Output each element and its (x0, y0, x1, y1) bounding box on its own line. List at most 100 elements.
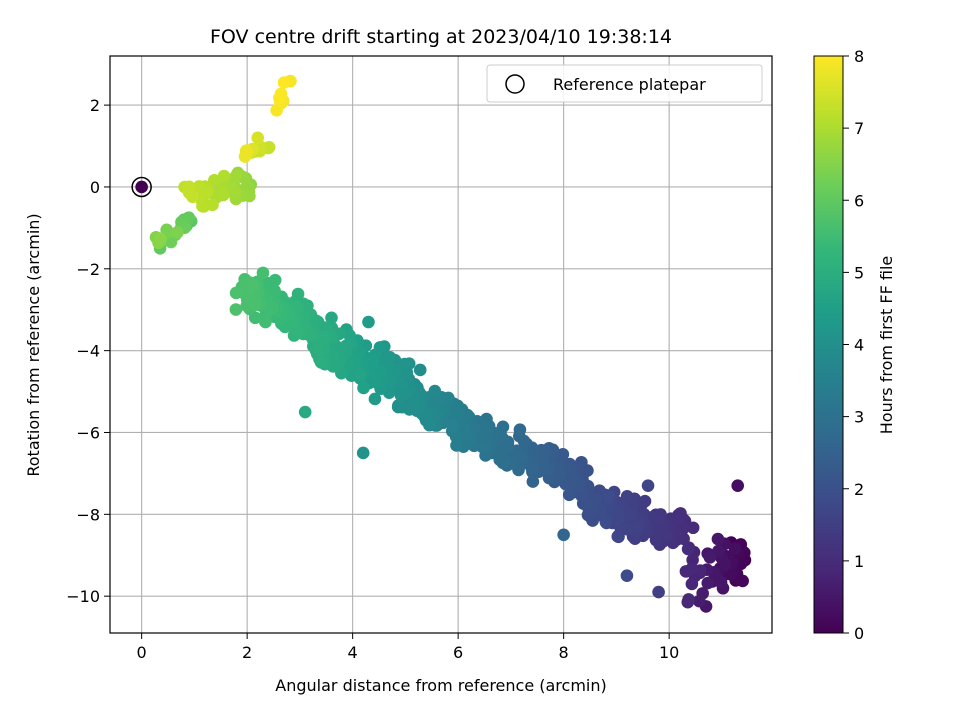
legend-reference-marker-icon (505, 74, 525, 94)
scatter-point (562, 488, 576, 502)
scatter-point (631, 521, 644, 534)
scatter-point (475, 440, 489, 454)
scatter-point (298, 405, 312, 419)
scatter-point (353, 367, 367, 381)
x-axis-label: Angular distance from reference (arcmin) (275, 676, 606, 695)
scatter-point (505, 457, 519, 470)
x-tick-label: 8 (559, 643, 569, 662)
scatter-point (723, 567, 737, 581)
scatter-point (476, 429, 490, 442)
x-tick-label: 10 (659, 643, 679, 662)
scatter-point (356, 446, 370, 460)
scatter-point (229, 303, 243, 316)
scatter-point (229, 286, 243, 300)
scatter-point (334, 341, 348, 355)
scatter-point (517, 434, 531, 448)
scatter-point (557, 528, 570, 542)
scatter-point (446, 419, 460, 433)
scatter-point (526, 475, 540, 488)
scatter-point (513, 423, 527, 436)
x-tick-label: 0 (137, 643, 147, 662)
scatter-point (679, 565, 693, 578)
scatter-point (266, 302, 279, 315)
colorbar-gradient (814, 56, 843, 633)
scatter-point (428, 384, 442, 398)
scatter-point (542, 471, 556, 485)
colorbar-tick-label: 5 (854, 263, 864, 282)
scatter-point (312, 343, 326, 356)
colorbar: 0 1 2 3 4 5 6 7 8 Hours from first FF file (813, 47, 896, 643)
y-axis-ticks: 2 0 −2 −4 −6 −8 −10 (66, 96, 110, 606)
scatter-point (229, 169, 243, 183)
scatter-point (216, 187, 229, 201)
scatter-point (701, 576, 715, 590)
legend: Reference platepar (486, 64, 763, 103)
scatter-point (246, 279, 260, 293)
scatter-point (371, 375, 384, 388)
chart-title: FOV centre drift starting at 2023/04/10 … (210, 26, 672, 48)
scatter-point (325, 311, 338, 325)
scatter-point (273, 91, 286, 105)
y-tick-label: 2 (90, 96, 100, 115)
y-tick-label: −10 (66, 587, 100, 606)
y-tick-label: −8 (76, 505, 100, 524)
scatter-point (318, 321, 331, 334)
scatter-point (154, 232, 167, 246)
scatter-point (602, 490, 615, 503)
reference-point-fill (135, 180, 148, 194)
scatter-point (641, 479, 655, 492)
colorbar-tick-label: 2 (854, 480, 864, 499)
scatter-point (277, 76, 291, 89)
y-axis-label: Rotation from reference (arcmin) (24, 213, 43, 476)
scatter-point (171, 226, 184, 239)
colorbar-ticks: 0 1 2 3 4 5 6 7 8 (843, 47, 864, 643)
scatter-point (251, 131, 264, 145)
scatter-point (620, 569, 634, 583)
y-tick-label: −2 (76, 260, 100, 279)
scatter-point (256, 266, 270, 280)
scatter-point (714, 576, 728, 589)
scatter-point (317, 331, 331, 345)
colorbar-label: Hours from first FF file (877, 256, 896, 435)
scatter-point (413, 363, 427, 377)
scatter-point (290, 323, 303, 337)
scatter-point (182, 180, 196, 194)
scatter-point (711, 532, 725, 546)
colorbar-tick-label: 1 (854, 552, 864, 571)
colorbar-tick-label: 6 (854, 191, 864, 210)
scatter-point (599, 515, 613, 529)
plot-frame (109, 55, 773, 634)
y-tick-label: −4 (76, 342, 100, 361)
scatter-point (575, 489, 588, 502)
scatter-point (681, 542, 695, 556)
colorbar-tick-label: 0 (854, 624, 864, 643)
scatter-point (362, 315, 375, 329)
scatter-point (685, 577, 699, 591)
x-tick-label: 2 (242, 643, 252, 662)
x-tick-label: 6 (453, 643, 463, 662)
scatter-point (196, 199, 209, 213)
scatter-point (525, 461, 539, 475)
scatter-point (494, 452, 508, 466)
scatter-point (731, 479, 745, 492)
x-tick-label: 4 (348, 643, 358, 662)
y-tick-label: −6 (76, 423, 100, 442)
reference-marker-layer (131, 176, 152, 198)
scatter-point (611, 530, 625, 543)
y-tick-label: 0 (90, 178, 100, 197)
reference-platepar-marker (131, 176, 152, 198)
scatter-point (368, 392, 382, 406)
scatter-points (149, 74, 752, 613)
scatter-point (259, 315, 272, 329)
scatter-point (652, 585, 665, 599)
scatter-point (357, 381, 370, 395)
scatter-point (703, 551, 717, 564)
colorbar-tick-label: 4 (854, 336, 864, 355)
colorbar-tick-label: 7 (854, 119, 864, 138)
scatter-point (208, 174, 221, 187)
scatter-point (395, 400, 409, 414)
scatter-point (314, 356, 328, 369)
legend-label-reference-platepar: Reference platepar (553, 75, 706, 94)
colorbar-tick-label: 3 (854, 408, 864, 427)
